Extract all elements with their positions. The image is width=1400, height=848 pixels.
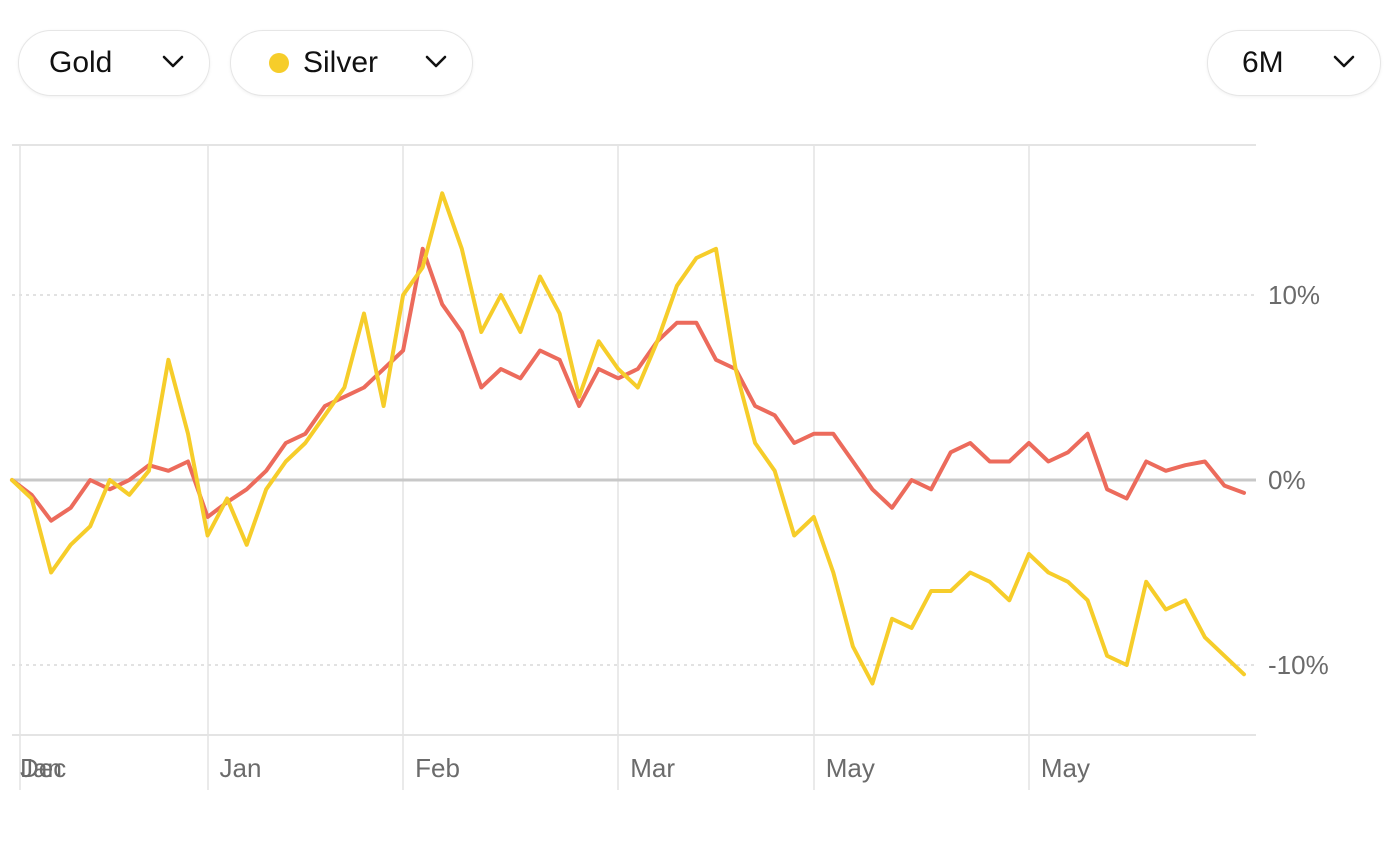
x-tick-label-0: Dec — [20, 753, 66, 783]
chevron-down-icon — [1333, 55, 1355, 68]
range-selector[interactable]: 6M — [1207, 30, 1381, 96]
x-tick-label-3: Feb — [415, 753, 460, 783]
x-tick-label-1: Jan — [20, 753, 62, 783]
asset-selector-silver-label: Silver — [303, 46, 379, 79]
chevron-down-icon — [425, 55, 447, 68]
chart-series — [10, 191, 1246, 686]
asset-selector-gold-label: Gold — [49, 46, 113, 79]
chevron-down-icon — [162, 55, 184, 68]
asset-selector-gold[interactable]: Gold — [18, 30, 210, 96]
y-axis-ticks: 10% 0% -10% — [1268, 280, 1329, 680]
y-tick-label-1: 0% — [1268, 465, 1306, 495]
x-tick-label-5: May — [826, 753, 875, 783]
x-tick-label-6: May — [1041, 753, 1090, 783]
x-tick-label-2: Jan — [220, 753, 262, 783]
series-line-gold — [10, 246, 1246, 523]
y-tick-label-2: -10% — [1268, 650, 1329, 680]
x-tick-label-4: Mar — [630, 753, 675, 783]
series-line-silver — [10, 191, 1246, 686]
chart-grid — [12, 144, 1256, 790]
y-tick-label-0: 10% — [1268, 280, 1320, 310]
silver-color-dot — [269, 53, 289, 73]
range-selector-label: 6M — [1242, 46, 1284, 79]
asset-selector-silver[interactable]: Silver — [230, 30, 473, 96]
